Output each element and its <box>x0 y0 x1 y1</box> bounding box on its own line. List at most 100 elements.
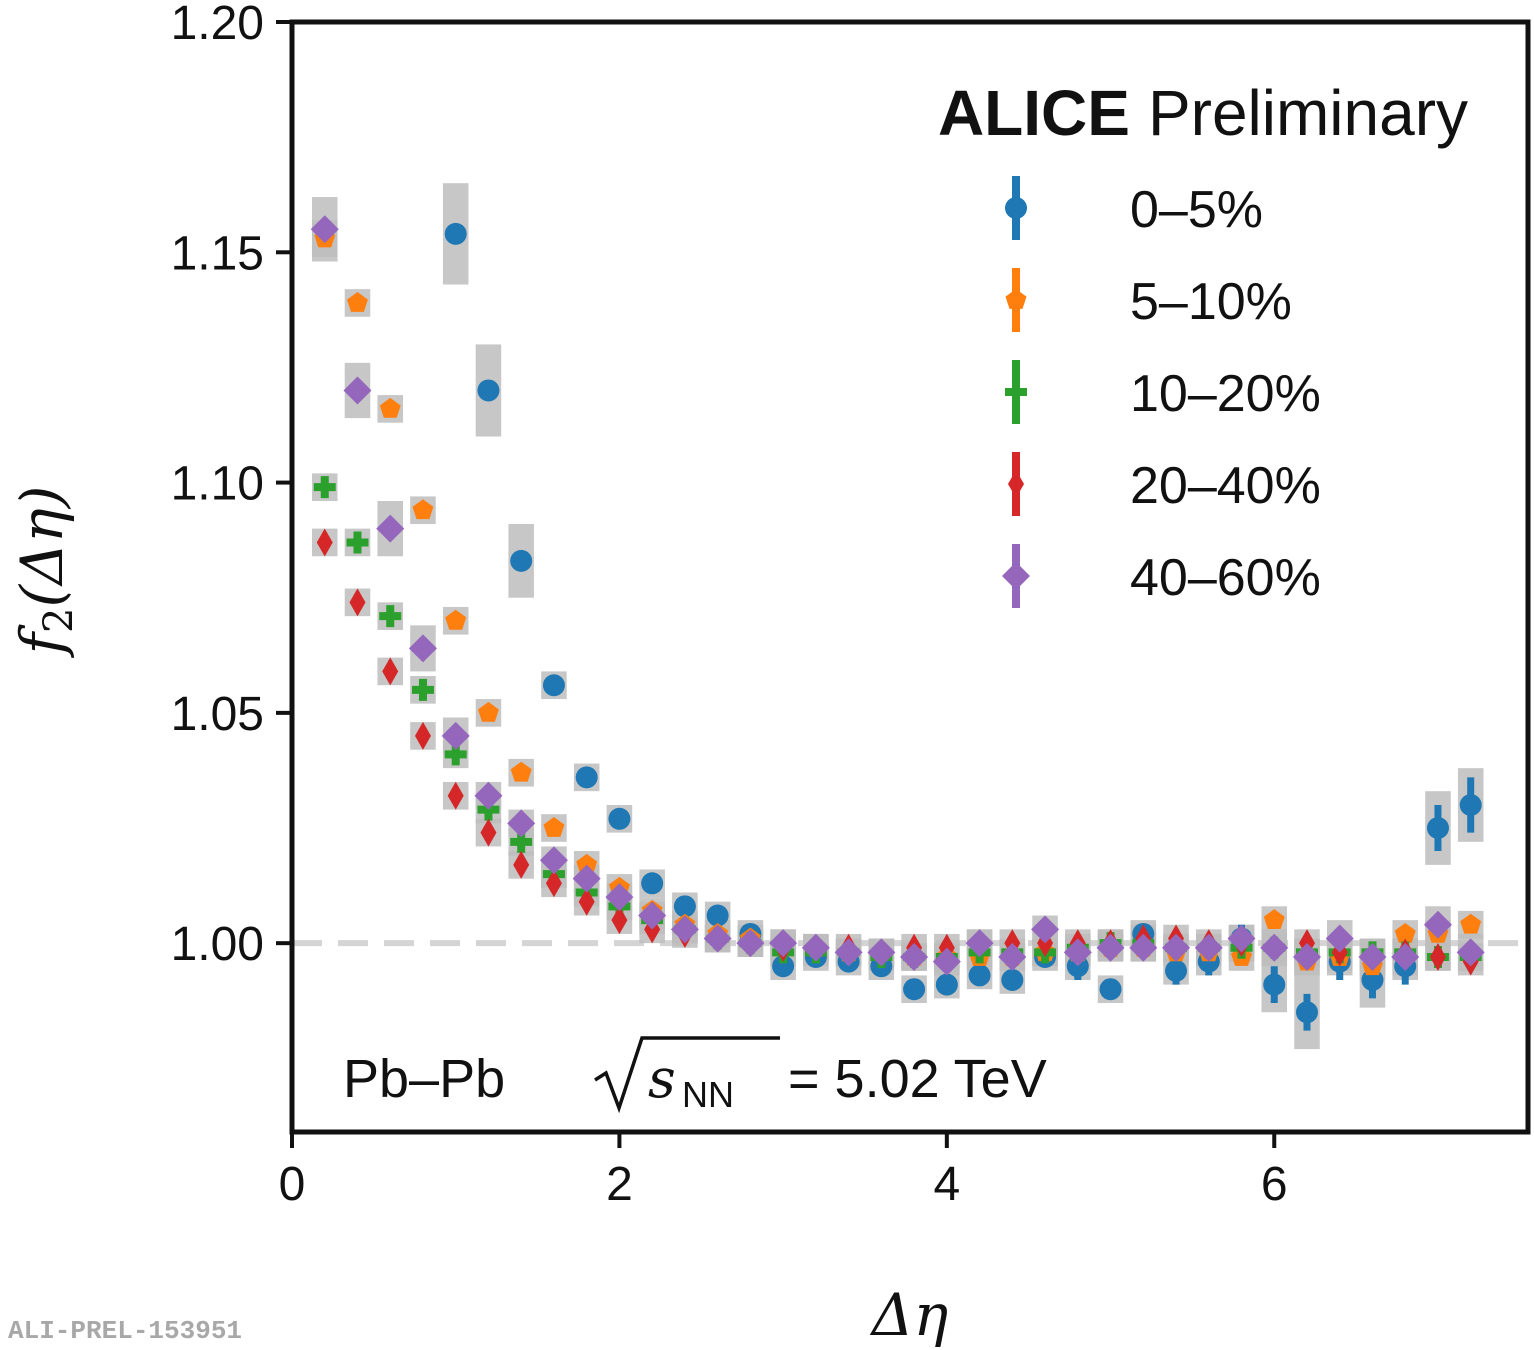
data-point-series-3 <box>316 528 333 557</box>
data-point-series-4 <box>408 634 437 663</box>
data-point-series-0 <box>641 872 664 895</box>
data-point-series-0 <box>903 978 926 1001</box>
data-point-series-0 <box>542 674 565 697</box>
experiment-status: Preliminary <box>1148 77 1468 149</box>
legend-label-3: 20–40% <box>1130 457 1321 515</box>
data-point-series-3 <box>1429 942 1446 971</box>
data-point-series-1 <box>1263 909 1285 929</box>
data-point-series-4 <box>1391 942 1420 971</box>
data-point-series-1 <box>510 761 532 782</box>
legend-label-0: 0–5% <box>1130 181 1263 239</box>
data-point-series-0 <box>772 955 795 978</box>
data-point-series-0 <box>510 549 533 572</box>
data-point-series-0 <box>1459 793 1482 816</box>
data-point-series-4 <box>441 721 470 750</box>
data-point-series-1 <box>478 701 499 722</box>
data-point-series-1 <box>445 609 467 630</box>
data-point-series-0 <box>1295 1001 1318 1024</box>
y-tick-label: 1.20 <box>171 0 264 50</box>
y-tick-label: 1.15 <box>171 227 264 280</box>
data-point-series-3 <box>349 588 366 617</box>
data-point-series-4 <box>1096 933 1125 962</box>
x-axis-title: Δη <box>870 1281 949 1349</box>
data-point-series-0 <box>1099 978 1122 1001</box>
data-point-series-4 <box>1260 933 1289 962</box>
experiment-header: ALICE Preliminary <box>938 77 1468 149</box>
legend-marker-3 <box>1008 470 1024 498</box>
data-point-series-4 <box>900 942 929 971</box>
legend-label-4: 40–60% <box>1130 549 1321 607</box>
data-point-series-4 <box>507 809 536 838</box>
data-point-series-0 <box>477 379 500 402</box>
data-point-series-4 <box>1031 915 1060 944</box>
data-point-series-1 <box>347 292 368 312</box>
data-point-series-0 <box>1001 969 1024 992</box>
data-point-series-4 <box>834 938 863 967</box>
legend-marker-0 <box>1005 197 1027 219</box>
data-point-series-1 <box>543 817 565 837</box>
data-point-series-4 <box>932 947 961 976</box>
y-tick-label: 1.00 <box>171 918 264 971</box>
data-point-series-4 <box>572 864 601 893</box>
data-point-series-4 <box>539 846 568 875</box>
data-point-series-0 <box>1426 817 1449 840</box>
data-point-series-4 <box>736 929 765 958</box>
data-point-series-2 <box>510 830 533 853</box>
data-point-series-3 <box>578 887 595 916</box>
legend-marker-2 <box>1005 381 1027 403</box>
collision-system-label: Pb–Pb <box>343 1049 505 1109</box>
data-point-series-0 <box>575 766 598 789</box>
y-axis-title-argument: (Δη) <box>8 486 76 608</box>
data-point-series-3 <box>545 869 562 898</box>
data-point-series-4 <box>638 901 667 930</box>
data-point-series-1 <box>1394 923 1416 943</box>
y-axis-title-subscript: 2 <box>36 607 82 632</box>
x-tick-label: 6 <box>1261 1158 1288 1211</box>
legend-marker-1 <box>1005 289 1027 309</box>
data-point-series-4 <box>1456 938 1485 967</box>
experiment-name: ALICE <box>938 77 1130 149</box>
data-point-series-0 <box>1165 959 1188 982</box>
data-point-series-4 <box>376 514 405 543</box>
data-point-series-4 <box>1292 942 1321 971</box>
data-point-series-1 <box>1460 913 1482 934</box>
data-point-series-3 <box>480 818 497 847</box>
data-point-series-0 <box>444 222 467 245</box>
data-point-series-0 <box>608 807 631 830</box>
data-point-series-4 <box>1423 910 1452 939</box>
legend-marker-4 <box>1002 562 1030 590</box>
collision-annotation: Pb–Pb s NN = 5.02 TeV <box>343 1036 1047 1115</box>
data-point-series-3 <box>513 850 530 879</box>
energy-value: = 5.02 TeV <box>788 1049 1047 1109</box>
legend: 0–5% 5–10% 10–20% 20–40% 40–60% <box>1002 176 1321 608</box>
data-point-series-2 <box>313 476 336 499</box>
data-point-series-3 <box>447 781 464 810</box>
energy-symbol: s <box>648 1047 676 1110</box>
sqrt-sign-icon <box>594 1036 780 1114</box>
data-point-series-0 <box>935 973 958 996</box>
data-point-series-2 <box>346 531 369 554</box>
data-point-series-4 <box>965 929 994 958</box>
data-point-series-4 <box>343 376 372 405</box>
data-point-series-0 <box>706 904 729 927</box>
data-point-series-0 <box>673 895 696 918</box>
data-point-series-4 <box>1063 938 1092 967</box>
data-point-series-4 <box>670 915 699 944</box>
data-point-series-4 <box>998 942 1027 971</box>
plot-frame <box>289 19 1531 1135</box>
y-tick-label: 1.10 <box>171 458 264 511</box>
data-point-series-4 <box>1162 933 1191 962</box>
data-point-series-0 <box>1263 973 1286 996</box>
data-point-series-2 <box>444 743 467 766</box>
x-tick-label: 2 <box>606 1158 633 1211</box>
data-point-series-4 <box>1325 924 1354 953</box>
data-point-series-3 <box>611 906 628 935</box>
preliminary-watermark: ALI-PREL-153951 <box>8 1316 242 1346</box>
x-tick-label: 0 <box>279 1158 306 1211</box>
data-point-series-1 <box>379 397 401 418</box>
legend-label-1: 5–10% <box>1130 273 1292 331</box>
data-point-series-1 <box>576 853 598 874</box>
data-point-series-4 <box>801 933 830 962</box>
data-point-series-4 <box>769 929 798 958</box>
